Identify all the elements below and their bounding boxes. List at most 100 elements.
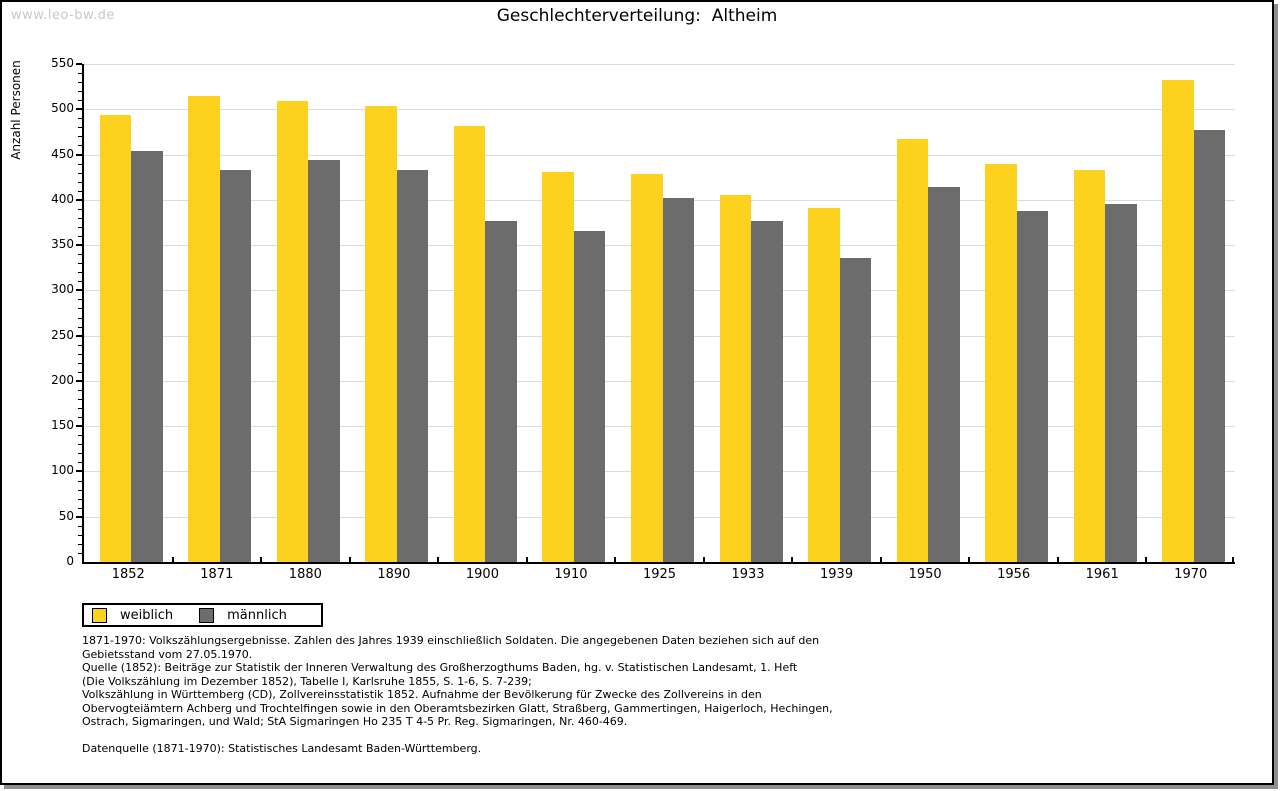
x-boundary-tick-3: [348, 557, 351, 562]
y-minor-tick-80: [78, 489, 82, 491]
x-tick-label-1933: 1933: [731, 567, 765, 582]
x-tick-label-1961: 1961: [1085, 567, 1119, 582]
y-minor-tick-530: [78, 82, 82, 84]
y-minor-tick-520: [78, 91, 82, 93]
bar-weiblich-1871: [188, 95, 220, 562]
bar-männlich-1852: [131, 150, 163, 562]
footnote-line: 1871-1970: Volkszählungsergebnisse. Zahl…: [82, 634, 820, 647]
y-minor-tick-380: [78, 217, 82, 219]
y-major-tick-50: [76, 515, 82, 518]
y-tick-label-0: 0: [66, 554, 74, 568]
x-tick-label-1956: 1956: [997, 567, 1031, 582]
footnote-line: Obervogteiämtern Achberg und Trochtelfin…: [82, 701, 833, 715]
y-tick-label-50: 50: [58, 508, 74, 523]
y-tick-label-200: 200: [51, 372, 74, 387]
bar-männlich-1890: [396, 169, 429, 562]
y-tick-label-300: 300: [51, 282, 74, 297]
y-tick-label-400: 400: [51, 191, 74, 206]
datasource-line: Datenquelle (1871-1970): Statistisches L…: [82, 742, 482, 755]
bar-männlich-1871: [219, 169, 252, 562]
y-minor-tick-110: [78, 462, 82, 464]
footnotes: 1871-1970: Volkszählungsergebnisse. Zahl…: [82, 634, 833, 729]
x-tick-label-1852: 1852: [111, 567, 145, 582]
legend-item-weiblich: weiblich: [92, 607, 173, 623]
chart-title: Geschlechterverteilung: Altheim: [496, 6, 778, 26]
x-boundary-tick-8: [791, 557, 794, 562]
y-minor-tick-440: [78, 163, 82, 165]
x-boundary-tick-13: [1232, 557, 1234, 562]
y-minor-tick-280: [78, 308, 82, 310]
x-boundary-tick-4: [437, 557, 440, 562]
x-boundary-tick-7: [702, 557, 705, 562]
x-tick-label-1871: 1871: [200, 567, 234, 582]
bar-männlich-1961: [1105, 204, 1137, 562]
y-major-tick-350: [76, 244, 82, 247]
bar-männlich-1925: [662, 198, 694, 562]
y-minor-tick-410: [78, 190, 82, 192]
bar-weiblich-1933: [719, 195, 752, 562]
x-tick-label-1900: 1900: [465, 567, 499, 582]
footnote-line: Ostrach, Sigmaringen, und Wald; StA Sigm…: [82, 715, 628, 728]
y-minor-tick-160: [78, 417, 82, 419]
y-minor-tick-220: [78, 362, 82, 364]
y-minor-tick-360: [78, 236, 82, 238]
bar-weiblich-1970: [1162, 80, 1194, 562]
y-minor-tick-230: [78, 353, 82, 355]
bar-männlich-1933: [751, 220, 783, 562]
y-minor-tick-330: [78, 263, 82, 265]
bar-männlich-1939: [839, 257, 872, 562]
legend-label-maennlich: männlich: [227, 607, 287, 623]
y-minor-tick-420: [78, 181, 82, 183]
y-tick-label-250: 250: [51, 327, 74, 342]
y-major-tick-300: [76, 289, 82, 292]
x-tick-label-1890: 1890: [377, 567, 411, 582]
y-major-tick-400: [76, 198, 82, 201]
bar-weiblich-1890: [365, 105, 397, 562]
x-boundary-tick-9: [879, 557, 882, 562]
bar-weiblich-1961: [1073, 169, 1106, 562]
y-minor-tick-120: [78, 453, 82, 455]
y-major-tick-550: [76, 63, 82, 66]
y-minor-tick-20: [78, 543, 82, 545]
bar-männlich-1970: [1193, 130, 1226, 562]
bar-weiblich-1925: [631, 174, 663, 562]
legend-swatch-weiblich: [92, 607, 107, 623]
y-minor-tick-170: [78, 408, 82, 410]
y-minor-tick-430: [78, 172, 82, 174]
y-minor-tick-210: [78, 371, 82, 373]
bar-männlich-1900: [485, 220, 517, 562]
y-minor-tick-340: [78, 254, 82, 256]
y-major-tick-150: [76, 425, 82, 428]
y-minor-tick-40: [78, 525, 82, 527]
y-minor-tick-90: [78, 480, 82, 482]
bar-weiblich-1910: [542, 171, 574, 562]
footnote-line: (Die Volkszählung im Dezember 1852), Tab…: [82, 674, 532, 688]
x-tick-label-1910: 1910: [554, 567, 588, 582]
y-minor-tick-320: [78, 272, 82, 274]
legend-swatch-maennlich: [199, 607, 215, 623]
bar-weiblich-1939: [808, 207, 840, 562]
bar-männlich-1910: [573, 230, 606, 562]
watermark: www.leo-bw.de: [11, 8, 115, 23]
y-minor-tick-480: [78, 127, 82, 129]
x-boundary-tick-1: [171, 557, 174, 562]
bar-weiblich-1852: [99, 114, 132, 562]
x-boundary-tick-10: [968, 557, 971, 562]
legend: weiblich männlich: [82, 603, 323, 627]
y-tick-label-150: 150: [51, 418, 74, 433]
x-tick-label-1880: 1880: [288, 567, 322, 582]
x-boundary-tick-11: [1056, 557, 1059, 562]
x-boundary-tick-5: [525, 557, 528, 562]
y-minor-tick-540: [78, 73, 82, 75]
plot-area: 0 50 100 150 200 250 300 350 400 450 500 550 1852 187…: [51, 56, 1235, 582]
y-minor-tick-10: [78, 552, 82, 554]
y-minor-tick-290: [78, 299, 82, 301]
footnote-line: Quelle (1852): Beiträge zur Statistik de…: [82, 661, 798, 674]
y-axis-label: Anzahl Personen: [9, 60, 23, 160]
x-tick-label-1925: 1925: [642, 567, 677, 582]
legend-item-maennlich: männlich: [199, 607, 287, 623]
y-minor-tick-470: [78, 136, 82, 138]
y-major-tick-450: [76, 153, 82, 156]
gridline-450: [84, 154, 1235, 156]
y-minor-tick-310: [78, 281, 82, 283]
